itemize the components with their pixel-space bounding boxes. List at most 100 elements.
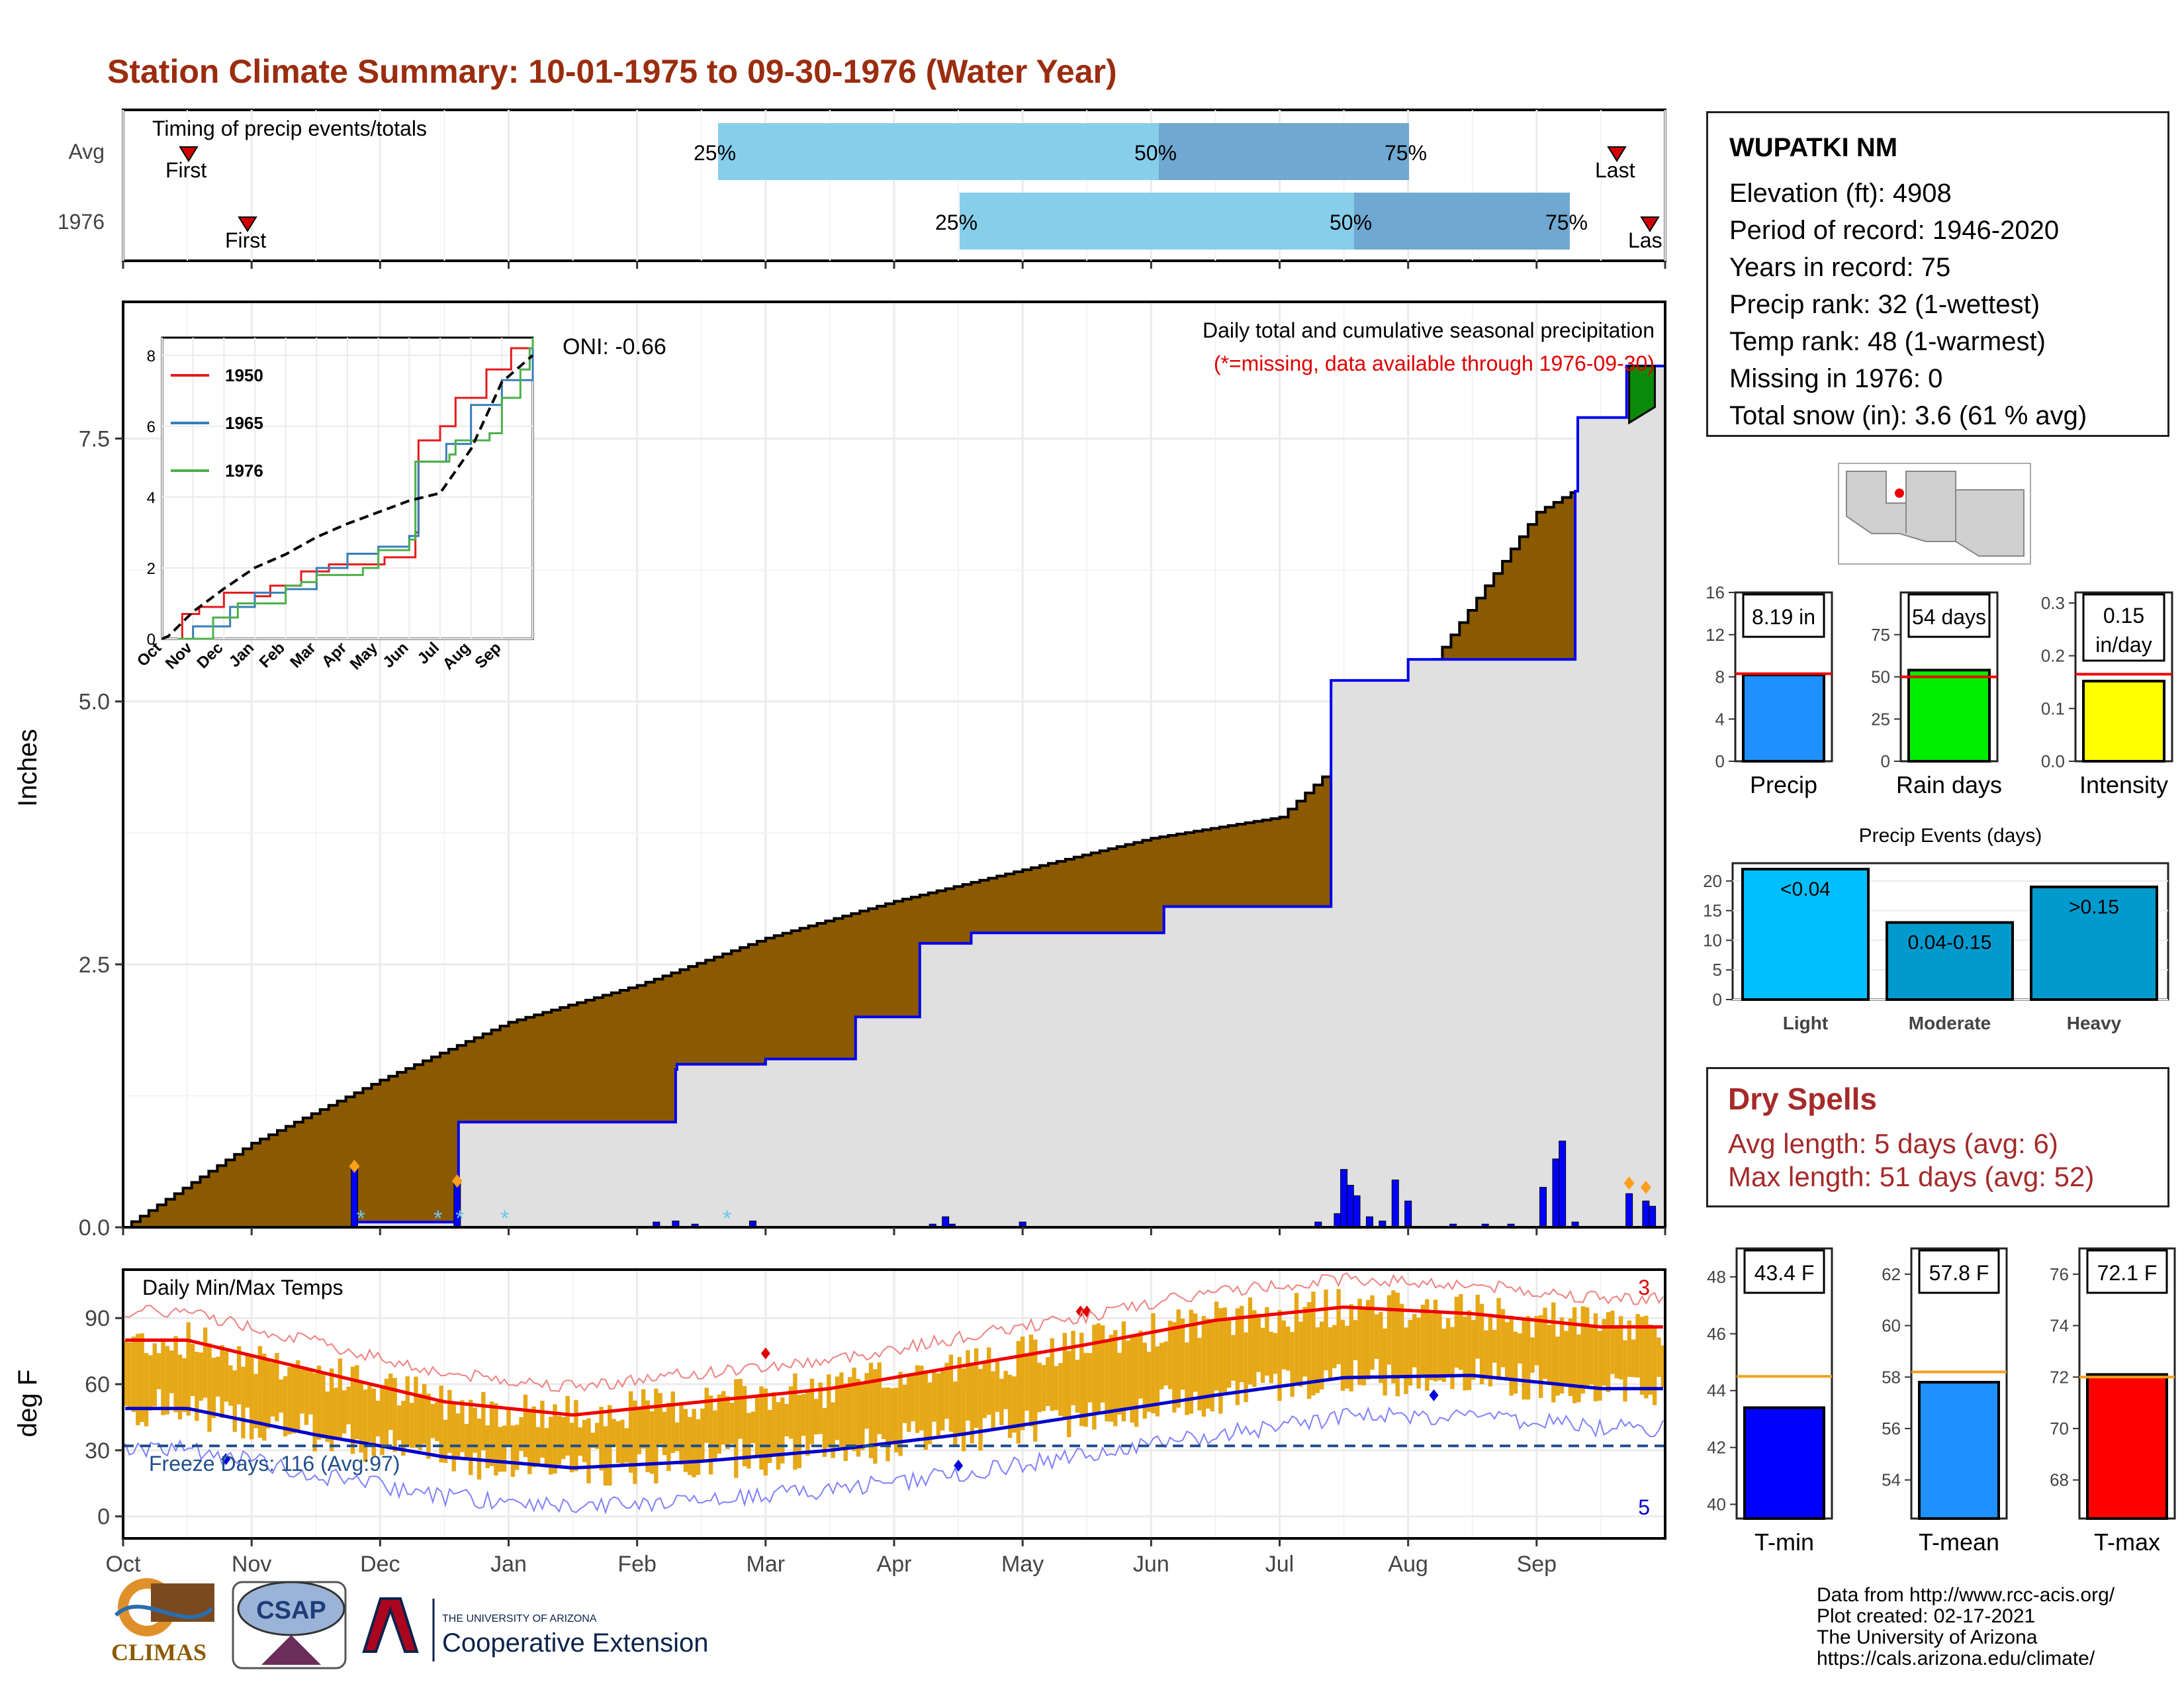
mini-ytick-label: 42	[1707, 1438, 1726, 1458]
mini-bar-value	[1918, 1381, 2000, 1520]
daily-temp-bar	[923, 1371, 928, 1450]
daily-temp-bar	[1193, 1313, 1198, 1392]
snow-event-marker	[1640, 1180, 1651, 1194]
mini-ytick-label: 70	[2050, 1419, 2069, 1438]
daily-temp-bar	[1315, 1327, 1320, 1393]
daily-temp-bar	[670, 1391, 675, 1453]
daily-temp-bar	[177, 1354, 183, 1420]
dry-spells-title: Dry Spells	[1728, 1082, 1877, 1116]
station-name: WUPATKI NM	[1729, 133, 1898, 162]
mini-ytick-label: 44	[1707, 1381, 1726, 1401]
daily-temp-bar	[1340, 1319, 1345, 1391]
daily-temp-bar	[1391, 1290, 1396, 1383]
daily-temp-bar	[1631, 1339, 1636, 1378]
daily-temp-bar	[430, 1403, 435, 1438]
month-label-jun: Jun	[1133, 1552, 1169, 1577]
daily-temp-bar	[1248, 1297, 1253, 1385]
daily-temp-bar	[881, 1387, 886, 1439]
daily-temp-bar	[987, 1347, 991, 1415]
daily-temp-bar	[1412, 1314, 1417, 1368]
mini-ytick-label: 4	[1715, 709, 1725, 729]
daily-temp-bar	[481, 1391, 486, 1450]
daily-temp-bar	[915, 1365, 920, 1433]
daily-temp-bar	[1416, 1317, 1421, 1389]
daily-temp-bar	[1471, 1320, 1476, 1380]
daily-temp-bar	[1176, 1309, 1181, 1408]
timing-avg-bar-early	[718, 123, 1159, 180]
daily-temp-bar	[902, 1385, 907, 1423]
daily-temp-bar	[380, 1385, 385, 1456]
daily-temp-bar	[515, 1425, 520, 1470]
precip-events-title: Precip Events (days)	[1859, 825, 2042, 847]
daily-temp-bar	[359, 1382, 363, 1453]
daily-temp-bar	[763, 1388, 768, 1476]
daily-temp-bar	[1610, 1310, 1615, 1374]
daily-temp-bar	[1614, 1325, 1619, 1379]
daily-temp-bar	[1648, 1324, 1653, 1395]
month-label-may: May	[1001, 1552, 1044, 1577]
daily-temp-bar	[708, 1395, 713, 1475]
daily-temp-bar	[1518, 1333, 1522, 1364]
station-info-box: WUPATKI NM Elevation (ft): 4908 Period o…	[1706, 111, 2169, 437]
timing-1976-p50: 50%	[1330, 211, 1372, 234]
daily-temp-bar	[165, 1346, 170, 1415]
daily-temp-bar	[1420, 1304, 1426, 1376]
daily-temp-bar	[982, 1362, 987, 1419]
daily-temp-bar	[1530, 1337, 1535, 1373]
inset-ytick-label: 0	[147, 631, 156, 649]
timing-avg-bar-late	[1159, 123, 1409, 180]
daily-temp-bar	[548, 1417, 553, 1475]
mini-ytick-label: 62	[1882, 1264, 1901, 1284]
daily-temp-bar	[199, 1352, 203, 1401]
daily-temp-bar	[893, 1387, 899, 1453]
daily-temp-bar	[907, 1376, 911, 1432]
daily-temp-bar	[355, 1365, 359, 1440]
daily-precip-bar	[1334, 1213, 1342, 1228]
daily-temp-bar	[919, 1366, 924, 1430]
daily-temp-bar	[999, 1378, 1004, 1425]
mini-value-box	[2086, 1249, 2168, 1294]
credit-data: Data from http://www.rcc-acis.org/	[1817, 1584, 2115, 1606]
record-high-marker	[760, 1347, 770, 1360]
daily-temp-bar	[1235, 1308, 1240, 1405]
mini-bar-value	[1907, 669, 1991, 763]
daily-temp-bar	[1302, 1307, 1307, 1377]
page-title: Station Climate Summary: 10-01-1975 to 0…	[107, 53, 1117, 90]
events-ytick-label: 15	[1703, 901, 1722, 921]
daily-temp-bar	[1160, 1342, 1164, 1389]
mini-label: Precip	[1750, 771, 1817, 798]
daily-precip-bar	[1649, 1205, 1657, 1228]
daily-temp-bar	[1538, 1315, 1543, 1398]
daily-temp-bar	[974, 1348, 979, 1428]
daily-temp-bar	[747, 1413, 751, 1469]
daily-temp-bar	[725, 1396, 730, 1450]
temp-ytick-label: 30	[85, 1438, 110, 1464]
daily-temp-bar	[831, 1402, 835, 1458]
mini-bar-value	[2086, 1373, 2168, 1520]
daily-temp-bar	[852, 1367, 856, 1452]
inset-ytick-label: 8	[147, 348, 156, 365]
daily-temp-bar	[751, 1411, 755, 1444]
mini-ytick-label: 0.0	[2041, 751, 2065, 771]
snow-event-marker	[451, 1174, 463, 1188]
month-label-jan: Jan	[490, 1552, 527, 1577]
mini-label: T-max	[2094, 1528, 2160, 1556]
daily-temp-bar	[1602, 1319, 1606, 1386]
climas-logo: CLIMAS	[111, 1578, 214, 1665]
daily-temp-bar	[1425, 1299, 1430, 1391]
daily-temp-bar	[316, 1366, 322, 1440]
daily-temp-bar	[1559, 1317, 1565, 1394]
daily-temp-bar	[1079, 1333, 1084, 1427]
daily-temp-bar	[1572, 1307, 1577, 1403]
precip-ylabel: Inches	[13, 729, 42, 807]
event-bar-text: 0.04-0.15	[1908, 932, 1992, 954]
mini-ytick-label: 48	[1707, 1267, 1726, 1287]
daily-temp-bar	[1332, 1325, 1337, 1368]
daily-temp-bar	[473, 1407, 477, 1453]
timing-label: Timing of precip events/totals	[152, 117, 427, 140]
precip-title: Daily total and cumulative seasonal prec…	[1203, 318, 1655, 342]
daily-temp-bar	[334, 1387, 338, 1438]
daily-temp-bar	[156, 1353, 161, 1389]
mini-ytick-label: 8	[1715, 667, 1725, 687]
daily-temp-bar	[1492, 1330, 1497, 1363]
